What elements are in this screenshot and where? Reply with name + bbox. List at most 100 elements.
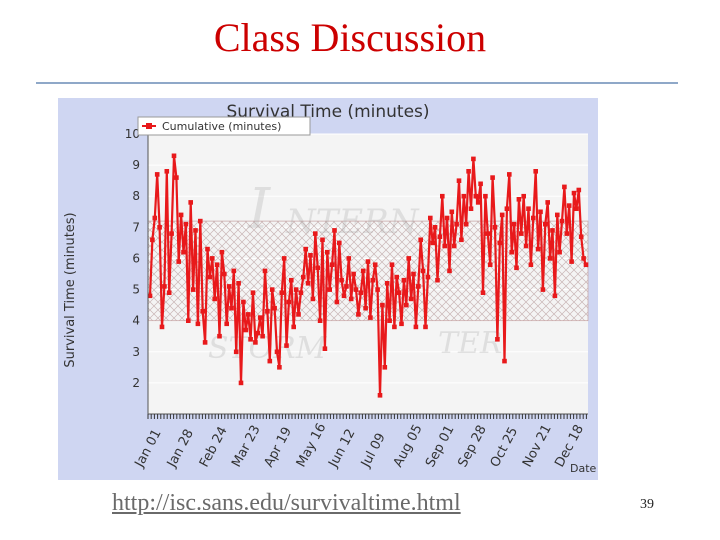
data-point-68 bbox=[310, 296, 316, 302]
y-tick-label-5: 7 bbox=[132, 220, 140, 234]
data-point-144 bbox=[492, 225, 498, 230]
y-axis-label: Survival Time (minutes) bbox=[63, 212, 78, 367]
y-tick-label-6: 8 bbox=[132, 189, 140, 203]
data-point-149 bbox=[504, 206, 510, 211]
data-point-47 bbox=[260, 333, 265, 339]
y-tick-label-3: 5 bbox=[132, 283, 140, 297]
data-point-17 bbox=[188, 200, 193, 205]
data-point-25 bbox=[207, 274, 213, 280]
data-point-71 bbox=[317, 318, 323, 323]
data-point-5 bbox=[159, 324, 165, 330]
data-point-155 bbox=[519, 231, 524, 236]
data-point-129 bbox=[456, 178, 462, 183]
data-point-95 bbox=[375, 287, 380, 292]
data-point-48 bbox=[262, 268, 268, 274]
data-point-82 bbox=[344, 284, 349, 289]
data-point-52 bbox=[272, 305, 277, 311]
data-point-0 bbox=[147, 293, 153, 299]
data-point-102 bbox=[392, 324, 397, 330]
data-point-180 bbox=[578, 234, 584, 239]
data-point-83 bbox=[346, 256, 352, 261]
data-point-56 bbox=[281, 256, 287, 261]
data-point-141 bbox=[485, 231, 491, 236]
svg-text:I: I bbox=[247, 177, 272, 242]
data-point-106 bbox=[401, 277, 407, 283]
data-point-98 bbox=[382, 365, 388, 370]
data-point-13 bbox=[178, 212, 184, 218]
data-point-145 bbox=[495, 337, 500, 342]
data-point-164 bbox=[540, 287, 546, 292]
data-point-130 bbox=[459, 237, 464, 243]
data-point-122 bbox=[440, 193, 445, 199]
data-point-86 bbox=[353, 287, 359, 292]
source-link[interactable]: http://isc.sans.edu/survivaltime.html bbox=[112, 490, 461, 516]
data-point-153 bbox=[514, 265, 519, 271]
data-point-110 bbox=[411, 271, 416, 277]
data-point-60 bbox=[291, 324, 296, 330]
data-point-72 bbox=[320, 237, 325, 243]
data-point-162 bbox=[535, 246, 541, 252]
data-point-124 bbox=[444, 215, 450, 221]
data-point-174 bbox=[564, 231, 570, 236]
data-point-2 bbox=[152, 215, 158, 221]
data-point-160 bbox=[531, 215, 536, 221]
data-point-123 bbox=[442, 243, 447, 249]
data-point-27 bbox=[212, 296, 217, 302]
data-point-65 bbox=[303, 246, 308, 252]
data-point-8 bbox=[166, 290, 172, 295]
data-point-119 bbox=[432, 225, 438, 230]
data-point-40 bbox=[243, 327, 249, 333]
data-point-46 bbox=[257, 315, 263, 320]
data-point-132 bbox=[463, 221, 469, 227]
data-point-176 bbox=[569, 259, 574, 264]
x-axis-label: Date bbox=[570, 462, 597, 475]
svg-text:NTERN: NTERN bbox=[285, 202, 420, 242]
data-point-70 bbox=[315, 265, 320, 271]
data-point-125 bbox=[447, 268, 452, 274]
data-point-87 bbox=[356, 312, 361, 317]
data-point-96 bbox=[377, 393, 383, 398]
legend: Cumulative (minutes) bbox=[137, 116, 311, 136]
data-point-74 bbox=[325, 249, 330, 255]
data-point-127 bbox=[451, 243, 457, 249]
data-point-16 bbox=[186, 318, 191, 323]
data-point-100 bbox=[387, 318, 392, 323]
data-point-15 bbox=[183, 221, 189, 227]
data-point-171 bbox=[557, 249, 562, 255]
data-point-10 bbox=[171, 153, 177, 159]
data-point-131 bbox=[461, 193, 467, 199]
data-point-29 bbox=[217, 333, 222, 339]
data-point-167 bbox=[547, 256, 553, 261]
data-point-36 bbox=[233, 349, 239, 355]
data-point-108 bbox=[406, 256, 411, 261]
data-point-112 bbox=[416, 284, 421, 289]
data-point-134 bbox=[468, 206, 474, 211]
data-point-19 bbox=[193, 228, 198, 233]
data-point-116 bbox=[425, 274, 431, 280]
data-point-101 bbox=[389, 262, 395, 267]
data-point-66 bbox=[305, 281, 311, 286]
data-point-117 bbox=[428, 215, 433, 221]
data-point-24 bbox=[205, 246, 210, 252]
data-point-142 bbox=[487, 262, 493, 267]
data-point-115 bbox=[423, 324, 428, 330]
data-point-57 bbox=[284, 343, 289, 348]
data-point-61 bbox=[293, 287, 299, 292]
data-point-111 bbox=[413, 324, 419, 330]
data-point-42 bbox=[248, 337, 253, 342]
data-point-18 bbox=[190, 287, 196, 292]
data-point-77 bbox=[332, 228, 337, 233]
data-point-20 bbox=[195, 321, 201, 327]
data-point-79 bbox=[337, 240, 342, 246]
data-point-32 bbox=[224, 321, 229, 327]
data-point-146 bbox=[497, 240, 503, 246]
title-divider bbox=[36, 82, 678, 84]
data-point-12 bbox=[176, 259, 181, 264]
data-point-39 bbox=[241, 299, 246, 305]
data-point-31 bbox=[222, 271, 227, 277]
data-point-107 bbox=[404, 302, 409, 308]
data-point-150 bbox=[507, 172, 512, 177]
data-point-92 bbox=[368, 315, 373, 320]
legend-box bbox=[137, 116, 311, 136]
data-point-78 bbox=[334, 299, 340, 305]
